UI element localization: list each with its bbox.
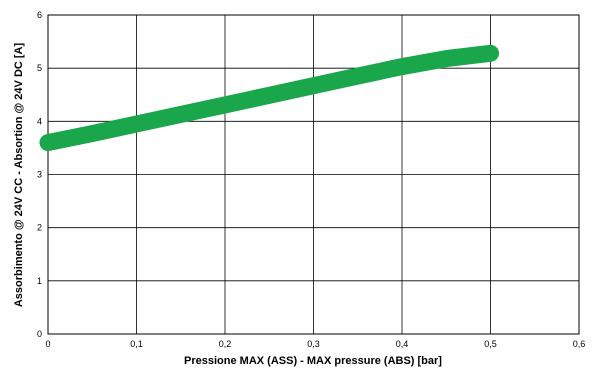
x-tick-labels: 0 0,1 0,2 0,3 0,4 0,5 0,6 <box>45 339 585 349</box>
y-tick-label: 4 <box>37 116 42 126</box>
x-tick-label: 0,5 <box>484 339 497 349</box>
x-axis-title: Pressione MAX (ASS) - MAX pressure (ABS)… <box>184 355 442 367</box>
y-tick-label: 0 <box>37 329 42 339</box>
y-tick-labels: 0 1 2 3 4 5 6 <box>37 10 42 339</box>
x-tick-label: 0,6 <box>573 339 586 349</box>
y-tick-label: 1 <box>37 276 42 286</box>
x-tick-label: 0,2 <box>219 339 232 349</box>
series-line <box>39 44 499 152</box>
data-series <box>39 44 499 152</box>
y-tick-label: 3 <box>37 170 42 180</box>
x-tick-label: 0,3 <box>307 339 320 349</box>
y-axis-title: Assorbimento @ 24V CC - Absortion @ 24V … <box>13 43 25 308</box>
y-tick-label: 5 <box>37 63 42 73</box>
x-tick-label: 0,4 <box>396 339 409 349</box>
y-tick-label: 2 <box>37 223 42 233</box>
x-tick-label: 0 <box>45 339 50 349</box>
y-tick-label: 6 <box>37 10 42 20</box>
x-tick-label: 0,1 <box>130 339 143 349</box>
